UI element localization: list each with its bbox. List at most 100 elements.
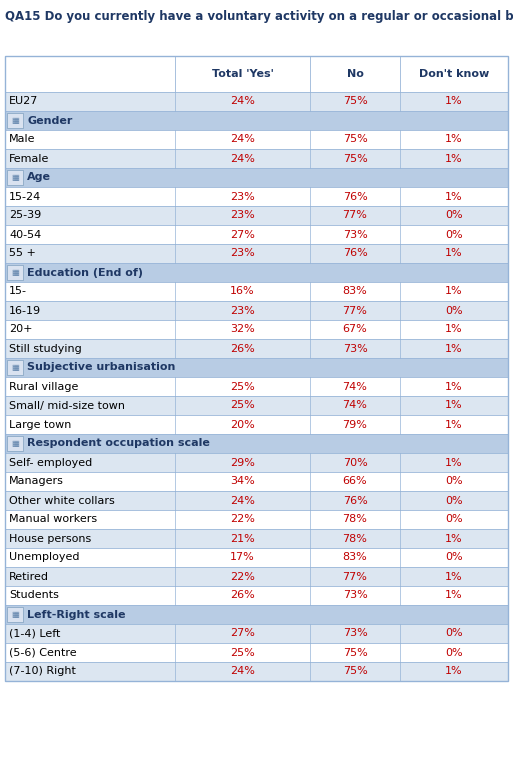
Text: 26%: 26% — [230, 590, 255, 601]
Text: 24%: 24% — [230, 96, 255, 106]
Text: 67%: 67% — [343, 325, 367, 335]
Text: 77%: 77% — [343, 306, 367, 315]
Bar — [5, 586, 508, 605]
Text: Other white collars: Other white collars — [9, 496, 115, 505]
Text: 26%: 26% — [230, 343, 255, 353]
Text: 1%: 1% — [445, 533, 463, 543]
Text: 1%: 1% — [445, 286, 463, 296]
Bar — [5, 206, 508, 225]
Text: Age: Age — [27, 173, 51, 182]
Bar — [5, 624, 508, 643]
Text: 22%: 22% — [230, 572, 255, 582]
Bar — [400, 56, 508, 92]
Text: 23%: 23% — [230, 249, 255, 259]
Text: (7-10) Right: (7-10) Right — [9, 666, 76, 676]
Text: Large town: Large town — [9, 419, 71, 429]
Text: 25-39: 25-39 — [9, 210, 41, 221]
Bar — [5, 149, 508, 168]
Bar — [5, 377, 508, 396]
Text: 1%: 1% — [445, 135, 463, 145]
Text: 74%: 74% — [343, 382, 367, 392]
Bar — [5, 510, 508, 529]
Text: 1%: 1% — [445, 343, 463, 353]
Bar — [5, 415, 508, 434]
Text: (5-6) Centre: (5-6) Centre — [9, 647, 76, 658]
Bar — [5, 56, 175, 92]
Text: 74%: 74% — [343, 400, 367, 411]
Text: 17%: 17% — [230, 553, 255, 562]
Text: ▦: ▦ — [11, 439, 19, 448]
Text: Don't know: Don't know — [419, 69, 489, 79]
Text: 24%: 24% — [230, 153, 255, 163]
Text: 1%: 1% — [445, 400, 463, 411]
Bar — [5, 301, 508, 320]
Text: 73%: 73% — [343, 343, 367, 353]
Bar — [5, 282, 508, 301]
Text: 16-19: 16-19 — [9, 306, 41, 315]
Text: Students: Students — [9, 590, 59, 601]
Text: 83%: 83% — [343, 553, 367, 562]
Text: 16%: 16% — [230, 286, 255, 296]
Bar — [5, 111, 508, 130]
Text: 0%: 0% — [445, 496, 463, 505]
Bar — [7, 607, 23, 622]
Text: 1%: 1% — [445, 96, 463, 106]
Bar — [5, 472, 508, 491]
Text: 27%: 27% — [230, 629, 255, 638]
Text: 24%: 24% — [230, 666, 255, 676]
Text: 75%: 75% — [343, 666, 367, 676]
Bar — [5, 567, 508, 586]
Bar — [5, 225, 508, 244]
Text: 75%: 75% — [343, 135, 367, 145]
Text: 0%: 0% — [445, 306, 463, 315]
Bar — [5, 529, 508, 548]
Text: 1%: 1% — [445, 249, 463, 259]
Text: 0%: 0% — [445, 629, 463, 638]
Text: 32%: 32% — [230, 325, 255, 335]
Bar — [5, 358, 508, 377]
Text: 66%: 66% — [343, 476, 367, 486]
Text: House persons: House persons — [9, 533, 91, 543]
Text: Left-Right scale: Left-Right scale — [27, 609, 126, 619]
Text: 1%: 1% — [445, 457, 463, 468]
Bar — [5, 339, 508, 358]
Text: 73%: 73% — [343, 229, 367, 239]
Text: 1%: 1% — [445, 192, 463, 202]
Text: 77%: 77% — [343, 572, 367, 582]
Text: Gender: Gender — [27, 116, 72, 125]
Text: 27%: 27% — [230, 229, 255, 239]
Bar — [5, 434, 508, 453]
Bar — [7, 265, 23, 280]
Text: (1-4) Left: (1-4) Left — [9, 629, 61, 638]
Bar — [5, 320, 508, 339]
Text: 24%: 24% — [230, 135, 255, 145]
Bar — [7, 170, 23, 185]
Text: 73%: 73% — [343, 629, 367, 638]
Bar — [5, 130, 508, 149]
Text: 1%: 1% — [445, 666, 463, 676]
Bar — [5, 168, 508, 187]
Bar — [310, 56, 400, 92]
Bar — [5, 187, 508, 206]
Bar — [5, 263, 508, 282]
Text: Subjective urbanisation: Subjective urbanisation — [27, 363, 175, 372]
Text: 25%: 25% — [230, 400, 255, 411]
Text: Unemployed: Unemployed — [9, 553, 80, 562]
Text: Male: Male — [9, 135, 35, 145]
Text: 76%: 76% — [343, 192, 367, 202]
Text: 20+: 20+ — [9, 325, 32, 335]
Text: 0%: 0% — [445, 229, 463, 239]
Bar — [5, 56, 508, 681]
Bar — [5, 605, 508, 624]
Text: Still studying: Still studying — [9, 343, 82, 353]
Bar — [175, 56, 310, 92]
Text: ▦: ▦ — [11, 610, 19, 619]
Text: 22%: 22% — [230, 515, 255, 525]
Text: 75%: 75% — [343, 647, 367, 658]
Text: 1%: 1% — [445, 419, 463, 429]
Text: 83%: 83% — [343, 286, 367, 296]
Text: Rural village: Rural village — [9, 382, 78, 392]
Text: 55 +: 55 + — [9, 249, 36, 259]
Text: No: No — [347, 69, 363, 79]
Text: Education (End of): Education (End of) — [27, 267, 143, 278]
